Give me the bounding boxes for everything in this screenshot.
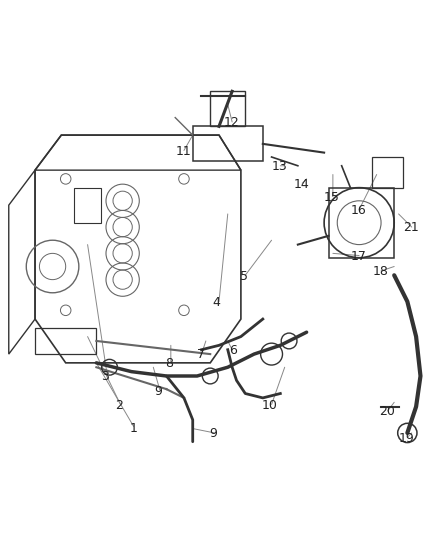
Text: 18: 18 [372,265,388,278]
Text: 2: 2 [115,399,123,413]
Text: 11: 11 [175,145,191,158]
Text: 10: 10 [261,399,277,413]
Text: 20: 20 [379,406,395,418]
Text: 6: 6 [229,344,237,357]
Text: 3: 3 [101,370,109,383]
Text: 4: 4 [213,296,221,309]
Text: 8: 8 [166,357,173,370]
Text: 9: 9 [155,385,162,398]
Text: 19: 19 [399,432,414,445]
Text: 14: 14 [293,177,309,191]
Text: 5: 5 [240,270,247,282]
Text: 17: 17 [350,251,366,263]
Text: 9: 9 [209,427,217,440]
Text: 15: 15 [324,191,340,204]
Text: 7: 7 [197,349,205,361]
Text: 13: 13 [272,160,287,173]
Text: 16: 16 [350,204,366,217]
Text: 21: 21 [403,221,419,235]
Text: 1: 1 [130,422,138,435]
Text: 12: 12 [223,116,239,130]
